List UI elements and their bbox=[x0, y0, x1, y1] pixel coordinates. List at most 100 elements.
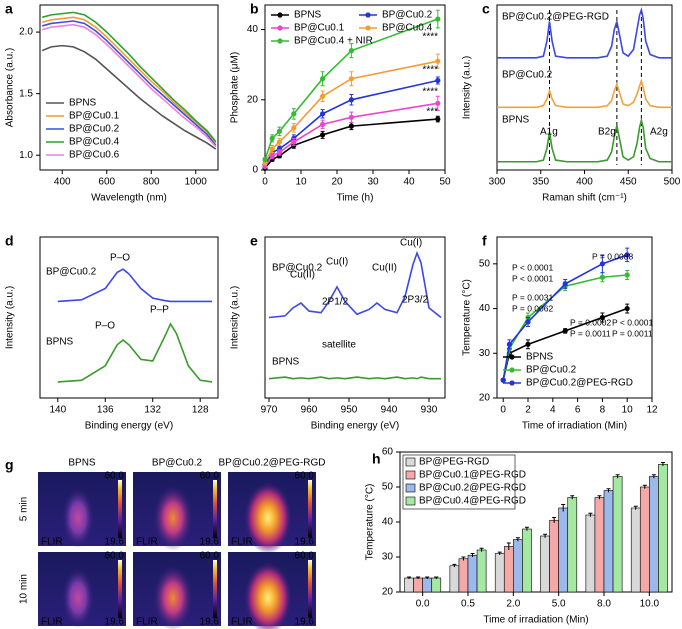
x-tick-label: 12 bbox=[646, 405, 658, 416]
data-point bbox=[599, 261, 606, 267]
x-tick-label: 2 bbox=[525, 405, 531, 416]
error-bar bbox=[651, 474, 656, 479]
bar bbox=[567, 497, 578, 593]
annotation: satellite bbox=[322, 340, 356, 351]
x-axis-label: Time (h) bbox=[337, 193, 374, 204]
x-tick-label: 500 bbox=[664, 177, 681, 188]
scale-max: 60.0 bbox=[105, 551, 125, 562]
panel-letter: g bbox=[5, 457, 14, 473]
y-axis-label: Temperature (°C) bbox=[462, 279, 473, 356]
series-line bbox=[497, 7, 672, 59]
brand: FLIR bbox=[41, 537, 63, 548]
data-point bbox=[599, 274, 606, 280]
y-axis-label: Intensity (a.u.) bbox=[230, 286, 241, 349]
legend-marker bbox=[365, 12, 371, 18]
annotation: P = 0.0011 bbox=[570, 328, 611, 338]
annotation: Cu(I) bbox=[400, 238, 422, 249]
scale-max: 60.0 bbox=[105, 471, 125, 482]
data-point bbox=[624, 305, 630, 312]
y-axis-label: Intensity (a.u.) bbox=[5, 286, 16, 349]
y-tick-label: 40 bbox=[382, 517, 394, 528]
x-tick-label: 300 bbox=[489, 177, 506, 188]
legend-label: BPNS bbox=[69, 98, 97, 109]
series-line bbox=[41, 44, 217, 150]
annotation: P = 0.0002 bbox=[570, 317, 611, 327]
x-tick-label: 10.0 bbox=[640, 599, 660, 610]
error-bar bbox=[506, 542, 511, 550]
data-point bbox=[320, 93, 326, 99]
error-bar bbox=[543, 533, 548, 538]
legend-label: BP@Cu0.1 bbox=[294, 23, 345, 34]
hot-spot bbox=[153, 484, 193, 551]
data-point bbox=[562, 328, 568, 334]
annotation: **** bbox=[422, 32, 438, 43]
y-tick-label: 0 bbox=[252, 165, 258, 176]
data-point bbox=[348, 76, 354, 82]
legend-label: BP@PEG-RGD bbox=[419, 457, 489, 468]
error-bar bbox=[660, 462, 665, 466]
x-tick-label: 970 bbox=[261, 405, 278, 416]
data-point bbox=[269, 146, 275, 152]
error-bar bbox=[479, 547, 484, 552]
legend-marker bbox=[277, 25, 283, 31]
annotation: P–P bbox=[150, 305, 169, 316]
error-bar bbox=[434, 576, 439, 580]
plot-frame bbox=[39, 236, 219, 399]
annotation: BPNS bbox=[502, 115, 530, 126]
color-scale bbox=[118, 560, 122, 618]
y-tick-label: 20 bbox=[479, 393, 491, 404]
bar bbox=[540, 535, 550, 593]
annotation: **** bbox=[422, 87, 438, 98]
color-scale bbox=[213, 480, 217, 538]
error-bar bbox=[497, 551, 502, 555]
brand: FLIR bbox=[231, 537, 253, 548]
panel-letter: d bbox=[5, 233, 14, 249]
annotation: P = 0.0031 bbox=[512, 292, 553, 302]
error-bar bbox=[515, 537, 520, 542]
bar bbox=[449, 565, 460, 593]
bar bbox=[639, 486, 650, 593]
annotation: *** bbox=[426, 107, 438, 118]
annotation: BP@Cu0.2 bbox=[272, 263, 323, 274]
x-tick-label: 0.0 bbox=[416, 599, 430, 610]
scale-min: 19.6 bbox=[200, 617, 220, 628]
bar bbox=[404, 577, 414, 593]
error-bar bbox=[642, 484, 647, 489]
data-point bbox=[525, 341, 531, 347]
legend-label: BP@Cu0.2 bbox=[526, 365, 577, 376]
series-line bbox=[268, 250, 442, 319]
legend-marker bbox=[277, 12, 283, 18]
data-point bbox=[525, 319, 531, 325]
x-tick-label: 450 bbox=[620, 177, 637, 188]
annotation: Cu(II) bbox=[290, 270, 315, 281]
brand: FLIR bbox=[136, 537, 158, 548]
hot-spot bbox=[62, 487, 94, 548]
annotation: P < 0.0001 bbox=[512, 262, 553, 272]
error-bar bbox=[524, 526, 529, 531]
data-point bbox=[348, 114, 354, 120]
error-bar bbox=[633, 505, 638, 510]
y-axis-label: Temperature (°C) bbox=[365, 484, 376, 561]
legend-marker bbox=[509, 380, 515, 386]
bar bbox=[513, 539, 523, 593]
legend-swatch bbox=[405, 496, 416, 506]
scale-max: 60.0 bbox=[295, 551, 315, 562]
annotation: 2P1/2 bbox=[322, 297, 349, 308]
row-label: 5 min bbox=[19, 497, 30, 521]
bar bbox=[494, 553, 505, 593]
bar bbox=[467, 554, 478, 593]
legend-label: BP@Cu0.4 bbox=[382, 23, 433, 34]
error-bar bbox=[588, 512, 593, 517]
series-line bbox=[42, 23, 217, 148]
data-point bbox=[276, 139, 282, 145]
hot-spot bbox=[244, 561, 292, 629]
data-point bbox=[624, 272, 630, 278]
x-tick-label: 0 bbox=[500, 405, 506, 416]
panel-letter: f bbox=[482, 233, 487, 249]
annotation: BP@Cu0.2 bbox=[46, 267, 97, 278]
bar bbox=[549, 519, 559, 593]
annotation: BP@Cu0.2@PEG-RGD bbox=[502, 12, 609, 23]
legend-marker bbox=[277, 38, 283, 44]
bar bbox=[458, 558, 469, 593]
